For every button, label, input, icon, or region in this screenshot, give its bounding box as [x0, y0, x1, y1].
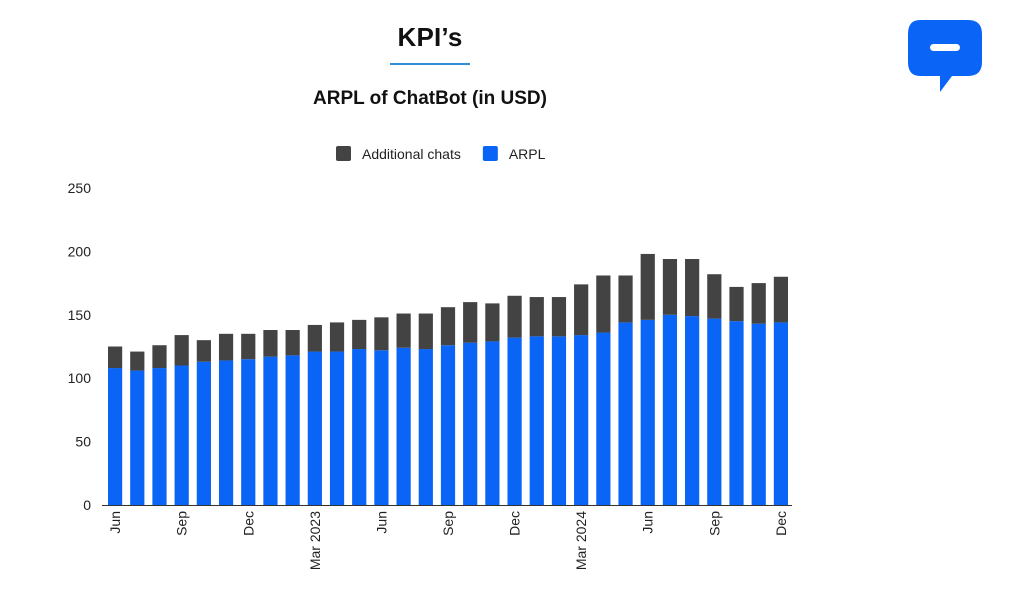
- x-tick-label: Mar 2024: [573, 511, 589, 570]
- bar-additional-chats: [574, 284, 589, 336]
- bar-additional-chats: [707, 274, 722, 319]
- bar-additional-chats: [685, 259, 700, 317]
- bar-additional-chats: [507, 295, 522, 338]
- bar-additional-chats: [352, 319, 367, 350]
- bar-arpl: [263, 356, 278, 505]
- bar-arpl: [618, 322, 633, 505]
- x-tick-label: Jun: [640, 511, 656, 534]
- bars: [107, 253, 789, 505]
- bar-arpl: [329, 351, 345, 505]
- bar-additional-chats: [196, 340, 211, 362]
- x-tick-label: Sep: [706, 511, 722, 536]
- x-tick-label: Dec: [240, 511, 256, 536]
- bar-additional-chats: [618, 275, 633, 323]
- x-tick-label: Sep: [174, 511, 190, 536]
- bar-arpl: [374, 350, 389, 505]
- bar-additional-chats: [596, 275, 611, 333]
- bar-arpl: [574, 335, 589, 505]
- y-tick-label: 100: [68, 370, 92, 386]
- bar-arpl: [107, 368, 123, 505]
- chat-bubble-icon: [906, 18, 986, 96]
- bar-arpl: [707, 318, 722, 505]
- title-underline: [390, 63, 470, 65]
- bar-additional-chats: [152, 345, 167, 369]
- bar-chart: Additional chats ARPL 0 50 100 150 200 250 Jun…: [68, 146, 792, 570]
- x-tick-label: Mar 2023: [307, 511, 323, 570]
- bar-arpl: [352, 349, 367, 505]
- bar-additional-chats: [551, 297, 567, 337]
- bar-arpl: [418, 349, 433, 505]
- bar-arpl: [662, 314, 678, 505]
- bar-arpl: [396, 347, 411, 505]
- page-title: KPI’s: [397, 22, 463, 52]
- x-tick-label: Jun: [373, 511, 389, 534]
- bar-additional-chats: [307, 324, 322, 352]
- bar-additional-chats: [263, 330, 278, 357]
- bar-arpl: [507, 337, 522, 505]
- bar-arpl: [551, 336, 567, 505]
- bar-additional-chats: [418, 313, 433, 350]
- bar-arpl: [152, 368, 167, 505]
- bar-additional-chats: [218, 333, 234, 361]
- bar-arpl: [241, 359, 256, 505]
- x-tick-label: Dec: [773, 511, 789, 536]
- bar-additional-chats: [773, 276, 789, 323]
- y-tick-label: 0: [83, 497, 91, 513]
- bar-arpl: [130, 370, 145, 505]
- legend-swatch: [482, 146, 498, 161]
- bar-arpl: [685, 316, 700, 505]
- bar-arpl: [773, 322, 789, 505]
- bar-additional-chats: [241, 333, 256, 360]
- bar-arpl: [485, 341, 500, 505]
- y-tick-label: 250: [68, 180, 92, 196]
- bar-additional-chats: [374, 317, 389, 351]
- bar-arpl: [596, 332, 611, 505]
- legend: Additional chats ARPL: [336, 146, 546, 162]
- bar-additional-chats: [440, 307, 456, 346]
- bar-additional-chats: [729, 286, 744, 322]
- legend-swatch: [336, 146, 351, 161]
- bar-arpl: [729, 321, 744, 505]
- bar-arpl: [751, 323, 766, 505]
- x-tick-label: Sep: [440, 511, 456, 536]
- x-tick-label: Jun: [107, 511, 123, 534]
- bar-additional-chats: [529, 297, 544, 337]
- bar-additional-chats: [130, 351, 145, 371]
- y-tick-label: 50: [75, 434, 91, 450]
- chart-title: ARPL of ChatBot (in USD): [313, 88, 547, 109]
- bar-arpl: [285, 355, 300, 505]
- bar-additional-chats: [463, 302, 478, 343]
- bar-arpl: [174, 365, 189, 505]
- legend-label: ARPL: [509, 146, 546, 162]
- y-axis: 0 50 100 150 200 250: [68, 180, 92, 513]
- bar-additional-chats: [662, 259, 678, 315]
- bar-additional-chats: [640, 253, 655, 320]
- legend-label: Additional chats: [362, 146, 461, 162]
- bar-additional-chats: [485, 303, 500, 342]
- x-tick-label: Dec: [507, 511, 523, 536]
- bar-arpl: [463, 342, 478, 505]
- bar-arpl: [640, 319, 655, 505]
- bar-additional-chats: [107, 346, 123, 369]
- bar-additional-chats: [174, 335, 189, 366]
- bar-additional-chats: [751, 283, 766, 324]
- y-tick-label: 200: [68, 243, 92, 259]
- bar-additional-chats: [396, 313, 411, 348]
- bar-arpl: [307, 351, 322, 505]
- bar-arpl: [529, 336, 544, 505]
- bar-additional-chats: [285, 330, 300, 356]
- x-axis: Jun Sep Dec Mar 2023 Jun Sep Dec Mar 2024 Jun Sep…: [102, 505, 792, 570]
- bar-arpl: [218, 360, 234, 505]
- y-tick-label: 150: [68, 307, 92, 323]
- bar-arpl: [196, 361, 211, 505]
- bar-additional-chats: [329, 322, 345, 352]
- bar-arpl: [440, 345, 456, 505]
